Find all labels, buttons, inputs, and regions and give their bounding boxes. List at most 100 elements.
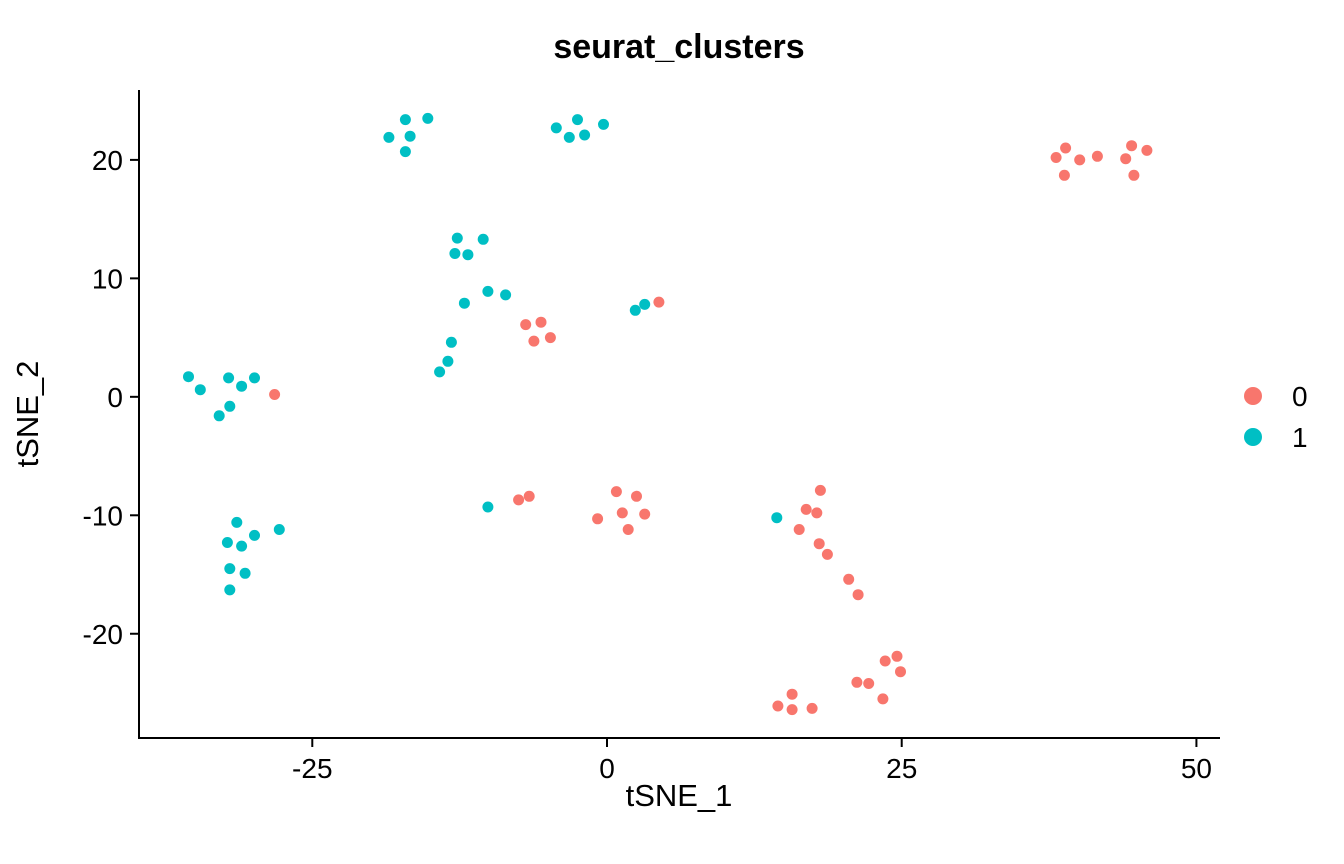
- data-point-cluster-1: [183, 371, 194, 383]
- axis-ticks: -25 0 25 50 -20 -10 0 10 20: [83, 145, 1212, 784]
- data-point-cluster-1: [442, 355, 454, 367]
- data-point-cluster-0: [544, 332, 556, 344]
- data-point-cluster-1: [639, 298, 651, 310]
- x-tick-label: 25: [886, 753, 917, 784]
- data-point-cluster-1: [249, 372, 260, 384]
- x-tick-label: 0: [599, 753, 615, 784]
- data-point-cluster-0: [1060, 142, 1072, 154]
- data-point-cluster-0: [520, 319, 532, 331]
- data-point-cluster-1: [434, 366, 446, 378]
- data-point-cluster-1: [771, 512, 783, 524]
- y-tick-label: 20: [92, 145, 123, 176]
- legend: 01: [1244, 381, 1308, 453]
- data-point-cluster-1: [445, 336, 457, 348]
- legend-dot-0: [1244, 387, 1262, 405]
- data-point-cluster-1: [550, 122, 562, 134]
- data-point-cluster-0: [786, 704, 798, 716]
- data-point-cluster-0: [800, 503, 812, 515]
- x-axis-title: tSNE_1: [626, 778, 733, 813]
- data-point-cluster-1: [236, 380, 248, 392]
- data-point-cluster-1: [482, 501, 494, 513]
- data-point-cluster-1: [500, 289, 512, 301]
- data-point-cluster-0: [535, 316, 547, 328]
- data-point-cluster-0: [592, 513, 604, 525]
- data-point-cluster-1: [477, 233, 489, 245]
- data-point-cluster-1: [451, 232, 463, 244]
- data-point-cluster-0: [1126, 140, 1138, 152]
- data-point-cluster-1: [404, 130, 416, 142]
- data-point-cluster-0: [1120, 153, 1132, 165]
- data-point-cluster-1: [273, 524, 285, 535]
- data-point-cluster-1: [249, 529, 260, 541]
- data-point-cluster-0: [851, 676, 863, 688]
- data-point-cluster-0: [811, 507, 823, 519]
- data-point-cluster-1: [449, 248, 461, 259]
- data-point-cluster-0: [631, 490, 642, 502]
- x-tick-label: -25: [292, 753, 332, 784]
- data-point-cluster-0: [653, 296, 665, 308]
- data-point-cluster-1: [629, 304, 641, 316]
- data-point-cluster-0: [891, 650, 903, 662]
- data-point-cluster-1: [482, 285, 494, 297]
- data-point-cluster-0: [616, 507, 628, 519]
- data-point-cluster-1: [224, 400, 236, 412]
- data-points: [183, 112, 1153, 716]
- data-point-cluster-1: [221, 537, 233, 548]
- data-point-cluster-0: [772, 700, 784, 712]
- data-point-cluster-1: [224, 584, 236, 596]
- data-point-cluster-1: [422, 112, 434, 124]
- data-point-cluster-1: [399, 114, 411, 126]
- data-point-cluster-0: [610, 486, 622, 498]
- data-point-cluster-0: [622, 524, 634, 535]
- legend-label-1: 1: [1292, 422, 1308, 453]
- data-point-cluster-1: [231, 516, 243, 528]
- data-point-cluster-0: [895, 666, 906, 678]
- y-axis-title: tSNE_2: [10, 361, 45, 468]
- data-point-cluster-0: [1058, 169, 1070, 181]
- legend-dot-1: [1244, 428, 1262, 446]
- data-point-cluster-0: [1074, 154, 1086, 166]
- data-point-cluster-0: [863, 678, 875, 689]
- y-tick-label: 10: [92, 263, 123, 294]
- data-point-cluster-0: [814, 484, 826, 496]
- data-point-cluster-1: [572, 114, 583, 126]
- y-tick-label: -10: [83, 500, 123, 531]
- data-point-cluster-1: [399, 146, 411, 158]
- data-point-cluster-1: [563, 131, 575, 143]
- data-point-cluster-0: [269, 389, 281, 400]
- data-point-cluster-0: [528, 335, 540, 347]
- data-point-cluster-0: [821, 548, 833, 560]
- data-point-cluster-0: [1050, 152, 1062, 163]
- data-point-cluster-1: [458, 297, 470, 309]
- x-tick-label: 50: [1181, 753, 1212, 784]
- data-point-cluster-0: [793, 524, 805, 535]
- data-point-cluster-0: [852, 589, 864, 601]
- data-point-cluster-0: [1091, 150, 1103, 162]
- y-tick-label: -20: [83, 619, 123, 650]
- data-point-cluster-0: [523, 490, 535, 502]
- axes: [138, 90, 1220, 739]
- data-point-cluster-0: [1141, 144, 1153, 156]
- data-point-cluster-0: [843, 573, 855, 585]
- data-point-cluster-0: [786, 688, 798, 700]
- data-point-cluster-1: [224, 563, 236, 575]
- data-point-cluster-0: [639, 508, 651, 520]
- data-point-cluster-1: [236, 540, 248, 552]
- data-point-cluster-1: [383, 131, 395, 143]
- data-point-cluster-0: [513, 494, 525, 506]
- data-point-cluster-0: [879, 655, 891, 667]
- data-point-cluster-1: [239, 567, 251, 579]
- legend-label-0: 0: [1292, 381, 1308, 412]
- y-tick-label: 0: [107, 382, 123, 413]
- data-point-cluster-0: [877, 693, 889, 705]
- data-point-cluster-0: [806, 702, 818, 714]
- plot-title: seurat_clusters: [553, 28, 804, 66]
- data-point-cluster-1: [579, 129, 591, 141]
- data-point-cluster-1: [462, 249, 474, 261]
- data-point-cluster-1: [213, 410, 225, 422]
- data-point-cluster-0: [1128, 169, 1140, 181]
- data-point-cluster-1: [223, 372, 235, 384]
- data-point-cluster-1: [194, 384, 206, 396]
